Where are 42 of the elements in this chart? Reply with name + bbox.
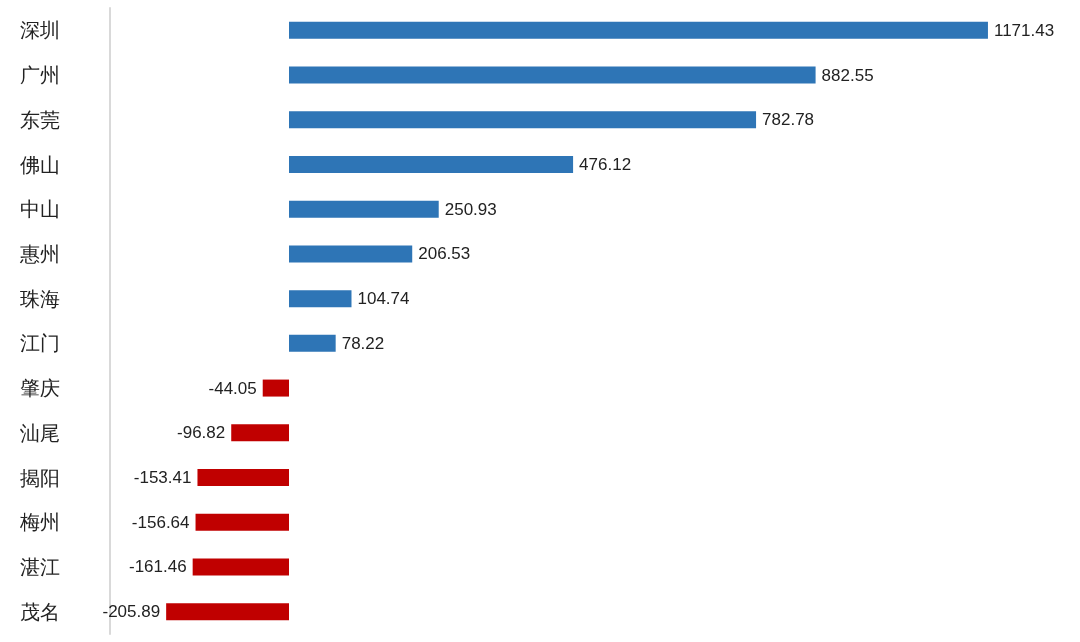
data-label: 78.22 xyxy=(341,333,385,353)
data-label: 104.74 xyxy=(357,289,410,309)
data-label: -161.46 xyxy=(128,557,187,577)
data-label: -156.64 xyxy=(131,512,190,532)
y-tick-label: 惠州 xyxy=(19,241,60,266)
data-label: 206.53 xyxy=(418,244,471,264)
y-tick-label: 珠海 xyxy=(20,286,60,311)
data-label: 882.55 xyxy=(821,65,874,85)
y-tick-label: 汕尾 xyxy=(20,420,60,445)
data-label: 250.93 xyxy=(444,199,497,219)
y-tick-label: 梅州 xyxy=(19,510,60,535)
y-tick-label: 揭阳 xyxy=(20,465,60,490)
data-label: -44.05 xyxy=(208,378,257,398)
data-label: 1171.43 xyxy=(993,20,1055,40)
data-label: -96.82 xyxy=(177,423,226,443)
y-tick-label: 肇庆 xyxy=(20,376,60,401)
bar xyxy=(289,66,816,84)
data-label: -205.89 xyxy=(102,602,161,622)
y-tick-label: 广州 xyxy=(20,63,60,88)
bar xyxy=(289,200,439,218)
y-tick-label: 深圳 xyxy=(20,18,60,43)
bar xyxy=(289,156,574,173)
bar xyxy=(166,603,289,621)
y-tick-label: 茂名 xyxy=(20,599,60,624)
y-tick-label: 湛江 xyxy=(20,554,60,579)
data-label: -153.41 xyxy=(133,468,192,487)
y-tick-label: 东莞 xyxy=(20,107,60,132)
bar xyxy=(197,469,289,486)
bar xyxy=(289,245,413,263)
bar xyxy=(289,111,757,129)
bar xyxy=(289,334,336,352)
bar xyxy=(262,379,289,397)
bar xyxy=(289,290,352,308)
y-tick-label: 佛山 xyxy=(20,152,60,177)
bar xyxy=(195,513,289,531)
y-tick-label: 江门 xyxy=(20,331,60,356)
bar xyxy=(231,424,289,442)
bar xyxy=(289,21,988,39)
data-label: 782.78 xyxy=(762,110,815,130)
y-tick-label: 中山 xyxy=(20,197,60,222)
data-label: 476.12 xyxy=(579,155,632,174)
bar xyxy=(192,558,289,576)
